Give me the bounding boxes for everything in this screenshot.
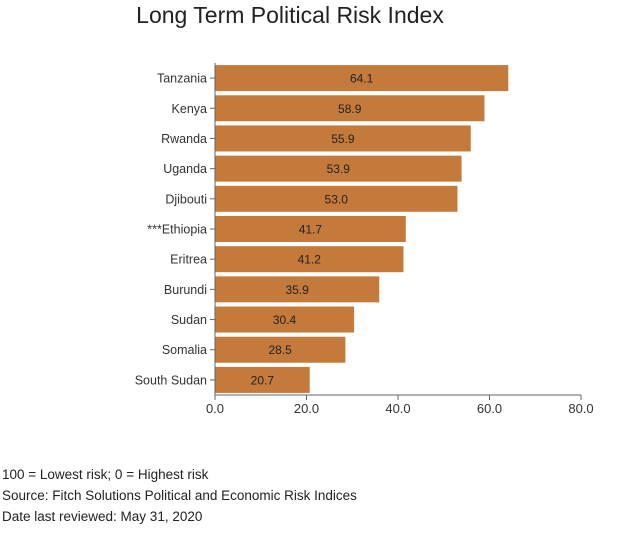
value-label: 58.9 <box>338 102 362 116</box>
value-label: 64.1 <box>350 72 374 86</box>
x-tick-label: 40.0 <box>385 401 410 416</box>
chart-title: Long Term Political Risk Index <box>136 2 444 28</box>
bar <box>215 155 462 182</box>
bar <box>215 366 310 393</box>
value-label: 20.7 <box>251 373 275 387</box>
category-label: Tanzania <box>157 72 207 86</box>
value-label: 35.9 <box>285 283 309 297</box>
value-label: 28.5 <box>269 343 293 357</box>
x-tick-label: 80.0 <box>568 401 593 416</box>
category-label: Djibouti <box>165 192 207 206</box>
x-tick-label: 60.0 <box>477 401 502 416</box>
value-label: 53.9 <box>327 162 351 176</box>
category-label: Uganda <box>163 162 207 176</box>
value-label: 53.0 <box>325 192 349 206</box>
value-label: 41.7 <box>299 223 323 237</box>
bar <box>215 65 509 92</box>
value-label: 30.4 <box>273 313 297 327</box>
category-label: Burundi <box>164 283 207 297</box>
category-label: Sudan <box>171 313 207 327</box>
chart-notes: 100 = Lowest risk; 0 = Highest risk Sour… <box>2 464 357 527</box>
source-note: Source: Fitch Solutions Political and Ec… <box>2 488 357 503</box>
bar <box>215 185 458 212</box>
category-label: Kenya <box>172 102 207 116</box>
x-tick-label: 20.0 <box>294 401 319 416</box>
category-label: South Sudan <box>135 373 207 387</box>
category-label: Somalia <box>162 343 207 357</box>
category-label: Rwanda <box>161 132 207 146</box>
value-label: 55.9 <box>331 132 355 146</box>
date-reviewed-note: Date last reviewed: May 31, 2020 <box>2 509 203 524</box>
bar <box>215 125 471 152</box>
bar <box>215 276 380 303</box>
bar <box>215 246 404 273</box>
x-tick-label: 0.0 <box>206 401 224 416</box>
category-label: ***Ethiopia <box>147 223 207 237</box>
category-label: Eritrea <box>170 253 207 267</box>
bar <box>215 306 355 333</box>
bar <box>215 95 485 122</box>
bar <box>215 216 406 242</box>
scale-note: 100 = Lowest risk; 0 = Highest risk <box>2 467 209 482</box>
bar <box>215 336 346 363</box>
value-label: 41.2 <box>298 253 322 267</box>
